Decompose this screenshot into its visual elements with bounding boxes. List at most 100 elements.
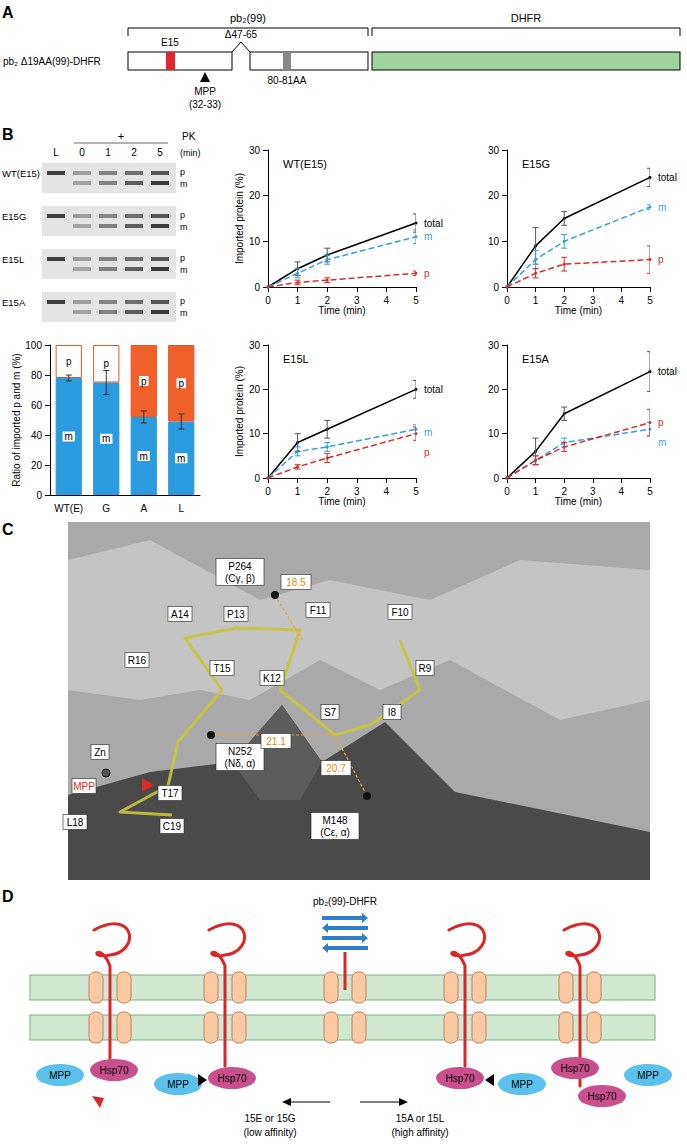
svg-text:(Cγ, β): (Cγ, β) — [225, 573, 255, 584]
svg-text:WT(E): WT(E) — [54, 503, 83, 514]
svg-text:m: m — [65, 431, 73, 442]
svg-text:0: 0 — [254, 282, 260, 293]
svg-text:0: 0 — [504, 295, 510, 306]
svg-text:Hsp70: Hsp70 — [100, 1065, 129, 1076]
svg-text:m: m — [180, 308, 188, 318]
svg-text:p: p — [141, 376, 147, 387]
svg-text:T15: T15 — [213, 663, 231, 674]
svg-text:A: A — [140, 503, 147, 514]
svg-text:C19: C19 — [163, 821, 182, 832]
svg-text:m: m — [658, 437, 666, 448]
svg-text:5: 5 — [647, 486, 653, 497]
svg-text:MPP: MPP — [49, 1070, 71, 1081]
svg-text:S7: S7 — [324, 707, 337, 718]
svg-text:0: 0 — [493, 473, 499, 484]
svg-text:Zn: Zn — [94, 747, 106, 758]
svg-text:MPP: MPP — [167, 1079, 189, 1090]
svg-text:E15A: E15A — [522, 353, 550, 365]
svg-text:p: p — [658, 254, 664, 265]
svg-text:Time (min): Time (min) — [555, 496, 602, 507]
svg-text:K12: K12 — [263, 673, 281, 684]
svg-text:21.1: 21.1 — [266, 736, 286, 747]
svg-text:1: 1 — [533, 295, 539, 306]
svg-text:20: 20 — [249, 190, 261, 201]
svg-text:E15: E15 — [161, 37, 179, 48]
svg-text:DHFR: DHFR — [511, 12, 542, 24]
svg-text:4: 4 — [384, 486, 390, 497]
svg-text:20.7: 20.7 — [326, 763, 346, 774]
svg-text:20: 20 — [488, 384, 500, 395]
svg-text:5: 5 — [413, 486, 419, 497]
svg-text:100: 100 — [25, 340, 42, 351]
svg-text:15A or 15L: 15A or 15L — [396, 1113, 445, 1124]
svg-text:Time (min): Time (min) — [318, 496, 365, 507]
svg-text:1: 1 — [105, 147, 111, 158]
svg-text:N252: N252 — [228, 746, 252, 757]
svg-text:pb₂ Δ19AA(99)-DHFR: pb₂ Δ19AA(99)-DHFR — [3, 56, 101, 67]
svg-text:PK: PK — [182, 131, 196, 142]
svg-text:Δ47-65: Δ47-65 — [225, 29, 258, 40]
svg-text:p: p — [424, 268, 430, 279]
svg-text:pb₂(99)-DHFR: pb₂(99)-DHFR — [313, 896, 377, 907]
svg-text:80: 80 — [31, 370, 43, 381]
svg-text:F11: F11 — [310, 605, 327, 616]
svg-text:M148: M148 — [322, 815, 347, 826]
svg-text:Ratio of imported p and m (%): Ratio of imported p and m (%) — [11, 353, 22, 486]
svg-text:WT(E15): WT(E15) — [2, 168, 40, 179]
svg-text:WT(E15): WT(E15) — [283, 158, 327, 170]
svg-text:80-81AA: 80-81AA — [268, 75, 307, 86]
svg-text:0: 0 — [265, 486, 271, 497]
svg-text:m: m — [180, 222, 188, 232]
svg-text:total: total — [424, 384, 443, 395]
svg-text:MPP: MPP — [637, 1070, 659, 1081]
svg-text:18.5: 18.5 — [286, 577, 306, 588]
svg-text:Hsp70: Hsp70 — [561, 1063, 590, 1074]
svg-text:m: m — [424, 427, 432, 438]
svg-text:10: 10 — [249, 428, 261, 439]
svg-text:0: 0 — [254, 473, 260, 484]
svg-text:Imported protein (%): Imported protein (%) — [234, 366, 245, 457]
svg-text:3: 3 — [354, 295, 360, 306]
svg-text:5: 5 — [413, 295, 419, 306]
svg-text:Hsp70: Hsp70 — [218, 1073, 247, 1084]
svg-text:Hsp70: Hsp70 — [446, 1073, 475, 1084]
svg-text:30: 30 — [488, 145, 500, 156]
svg-text:5: 5 — [157, 147, 163, 158]
svg-text:4: 4 — [384, 295, 390, 306]
svg-text:0: 0 — [36, 490, 42, 501]
svg-text:R16: R16 — [128, 655, 147, 666]
svg-text:(Cε, α): (Cε, α) — [320, 827, 350, 838]
svg-text:10: 10 — [488, 428, 500, 439]
svg-text:p: p — [180, 296, 185, 306]
svg-text:P13: P13 — [227, 609, 245, 620]
svg-text:3: 3 — [590, 486, 596, 497]
svg-text:total: total — [658, 366, 677, 377]
svg-text:10: 10 — [249, 236, 261, 247]
svg-text:5: 5 — [647, 295, 653, 306]
svg-text:E15G: E15G — [522, 158, 550, 170]
svg-text:MPP: MPP — [73, 781, 95, 792]
svg-text:(Nδ, α): (Nδ, α) — [225, 758, 256, 769]
svg-text:4: 4 — [619, 486, 625, 497]
svg-text:2: 2 — [324, 486, 330, 497]
svg-text:m: m — [177, 453, 185, 464]
svg-text:A: A — [2, 4, 14, 21]
svg-text:pb₂(99): pb₂(99) — [230, 12, 266, 24]
svg-text:E15L: E15L — [2, 254, 24, 265]
svg-text:20: 20 — [31, 460, 43, 471]
svg-text:m: m — [180, 179, 188, 189]
svg-text:p: p — [180, 253, 185, 263]
svg-text:G: G — [102, 503, 110, 514]
svg-text:2: 2 — [561, 486, 567, 497]
svg-text:3: 3 — [354, 486, 360, 497]
svg-text:L: L — [178, 503, 184, 514]
svg-text:1: 1 — [533, 486, 539, 497]
svg-text:(low affinity): (low affinity) — [243, 1127, 296, 1138]
svg-text:m: m — [140, 451, 148, 462]
svg-text:MPP: MPP — [194, 86, 216, 97]
svg-text:30: 30 — [249, 145, 261, 156]
svg-text:0: 0 — [504, 486, 510, 497]
svg-text:m: m — [424, 231, 432, 242]
svg-text:(32-33): (32-33) — [189, 99, 221, 110]
svg-text:1: 1 — [295, 295, 301, 306]
